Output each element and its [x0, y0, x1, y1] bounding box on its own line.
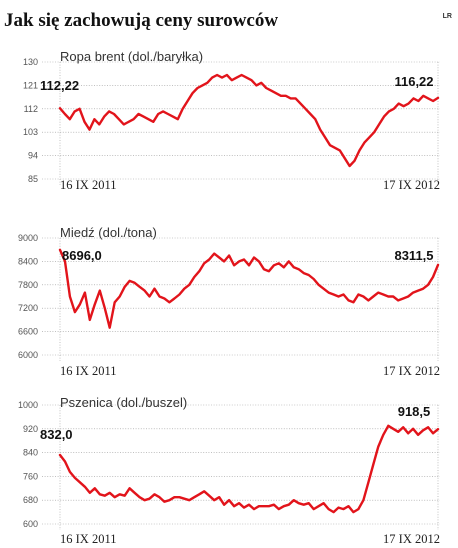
x-end-date-label: 17 IX 2012 — [383, 532, 440, 546]
series-line — [58, 73, 440, 168]
end-value-label: 116,22 — [394, 74, 433, 89]
start-value-label: 112,22 — [40, 78, 79, 93]
y-tick-label: 130 — [23, 57, 38, 67]
x-end-date-label: 17 IX 2012 — [383, 178, 440, 192]
x-start-date-label: 16 IX 2011 — [60, 364, 116, 378]
chart-brent-oil: 130 121 112 103 94 85 Ropa brent (dol./baryłka… — [23, 49, 440, 192]
y-tick-label: 112 — [24, 104, 38, 114]
series-line — [58, 424, 440, 514]
y-tick-label: 121 — [23, 80, 38, 90]
start-value-label: 832,0 — [40, 427, 73, 442]
y-tick-label: 840 — [23, 448, 38, 458]
chart-wheat: 1000 920 840 760 680 600 Pszenica (dol./buszel… — [18, 395, 440, 546]
y-tick-label: 680 — [23, 495, 38, 505]
y-tick-label: 94 — [28, 151, 38, 161]
series-line — [58, 248, 440, 329]
y-tick-label: 7800 — [18, 280, 38, 290]
y-tick-label: 600 — [23, 519, 38, 529]
y-tick-label: 8400 — [18, 256, 38, 266]
y-tick-label: 9000 — [18, 233, 38, 243]
y-tick-label: 7200 — [18, 303, 38, 313]
y-tick-label: 6000 — [18, 350, 38, 360]
end-value-label: 918,5 — [398, 404, 431, 419]
y-tick-label: 760 — [23, 471, 38, 481]
start-value-label: 8696,0 — [62, 248, 102, 263]
source-label: LR — [442, 13, 452, 20]
y-tick-label: 103 — [23, 127, 38, 137]
chart-subtitle: Miedź (dol./tona) — [60, 225, 157, 240]
chart-copper: 9000 8400 7800 7200 6600 6000 Miedź (dol./tona… — [18, 225, 440, 378]
chart-subtitle: Ropa brent (dol./baryłka) — [60, 49, 203, 64]
end-value-label: 8311,5 — [394, 248, 433, 263]
x-end-date-label: 17 IX 2012 — [383, 364, 440, 378]
page-title: Jak się zachowują ceny surowców — [4, 10, 279, 31]
y-tick-label: 85 — [28, 174, 38, 184]
x-start-date-label: 16 IX 2011 — [60, 178, 116, 192]
chart-subtitle: Pszenica (dol./buszel) — [60, 395, 187, 410]
y-tick-label: 920 — [23, 424, 38, 434]
y-tick-label: 1000 — [18, 400, 38, 410]
x-start-date-label: 16 IX 2011 — [60, 532, 116, 546]
y-tick-label: 6600 — [18, 327, 38, 337]
